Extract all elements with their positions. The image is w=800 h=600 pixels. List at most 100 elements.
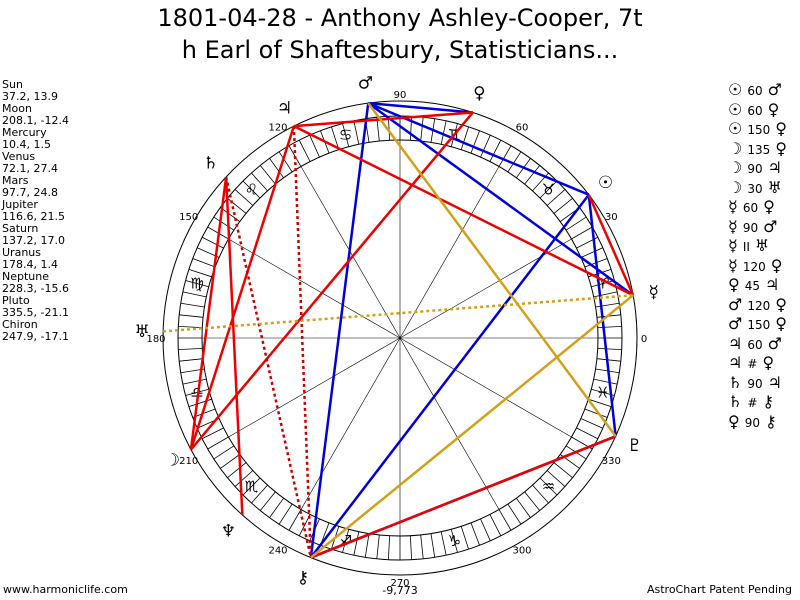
aspect-row: ♂ 120 ♀ xyxy=(728,295,792,315)
ring-tick xyxy=(251,484,268,504)
aspect-line xyxy=(310,294,634,559)
planet-name: Mars xyxy=(2,174,29,187)
ring-tick xyxy=(251,172,268,192)
planet-position: 72.1, 27.4 xyxy=(2,162,58,175)
ring-tick xyxy=(220,454,241,469)
planet-position: 10.4, 1.5 xyxy=(2,138,51,151)
ring-tick xyxy=(269,497,284,518)
planet-glyph: ♄ xyxy=(203,154,218,174)
ring-tick xyxy=(309,135,320,158)
aspect-type: 90 xyxy=(744,415,760,430)
aspect-glyph: ♂ xyxy=(767,333,782,353)
aspect-glyph: ♃ xyxy=(767,372,782,392)
aspect-line xyxy=(368,101,473,114)
aspect-glyph: ♀ xyxy=(775,294,787,314)
ring-tick xyxy=(580,418,603,429)
aspect-type: 120 xyxy=(742,259,766,274)
ring-tick xyxy=(524,165,541,185)
aspect-line xyxy=(309,193,590,559)
degree-label: 300 xyxy=(512,545,531,556)
planet-name: Venus xyxy=(2,150,36,163)
ring-tick xyxy=(498,509,512,531)
aspect-glyph: ♀ xyxy=(762,353,775,372)
ring-tick xyxy=(288,509,302,531)
aspect-row: ☉ 150 ♀ xyxy=(728,119,792,139)
planet-name: Chiron xyxy=(2,318,38,331)
ring-tick xyxy=(591,280,615,288)
aspect-line xyxy=(587,194,635,296)
ring-tick xyxy=(298,140,311,162)
degree-label: 210 xyxy=(179,456,198,467)
aspect-type: 60 xyxy=(747,103,763,118)
spoke xyxy=(228,337,401,438)
ring-tick xyxy=(342,529,350,553)
ring-tick xyxy=(507,151,522,173)
aspect-glyph: ♅ xyxy=(754,236,770,255)
spoke xyxy=(228,238,401,339)
ring-tick xyxy=(387,535,391,560)
planet-glyph: ♂ xyxy=(358,73,373,93)
aspect-glyph: ☿ xyxy=(728,255,738,275)
aspect-type: 150 xyxy=(747,123,771,137)
ring-tick xyxy=(576,427,598,440)
spoke xyxy=(300,337,401,510)
ring-tick xyxy=(409,535,413,560)
aspect-type: 135 xyxy=(747,142,771,157)
planet-position: 97.7, 24.8 xyxy=(2,186,58,199)
ring-tick xyxy=(516,497,531,518)
aspect-row: ♀ 45 ♃ xyxy=(728,275,792,295)
aspect-type: 60 xyxy=(747,337,763,352)
sign-glyph: ♌ xyxy=(245,181,258,199)
degree-label: 180 xyxy=(146,334,165,345)
ring-tick xyxy=(185,280,209,288)
sign-glyph: ♑ xyxy=(448,532,461,550)
aspect-type: 150 xyxy=(747,318,771,332)
title-line: h Earl of Shaftesbury, Statisticians... xyxy=(181,36,619,64)
ring-tick xyxy=(532,484,549,504)
aspect-row: ☽ 90 ♃ xyxy=(728,158,792,178)
aspect-line xyxy=(292,126,313,558)
ring-tick xyxy=(460,526,469,550)
planet-glyph: ♇ xyxy=(627,436,642,456)
ring-tick xyxy=(420,117,424,142)
planet-name: Uranus xyxy=(2,246,41,259)
aspect-glyph: ♂ xyxy=(763,216,778,236)
aspect-line xyxy=(224,176,244,516)
aspect-glyph: ☿ xyxy=(728,216,738,236)
planet-position: 247.9, -17.1 xyxy=(2,330,69,343)
aspect-glyph: ♀ xyxy=(767,99,780,119)
aspect-glyph: ♀ xyxy=(775,314,787,333)
planet-name: Sun xyxy=(2,78,23,91)
aspect-glyph: ♄ xyxy=(728,392,743,411)
spoke xyxy=(399,166,500,339)
aspect-row: ☿ II ♅ xyxy=(728,236,792,256)
aspect-glyph: ♂ xyxy=(728,314,743,333)
planet-glyph: ♃ xyxy=(277,98,292,118)
ring-tick xyxy=(227,462,247,479)
ring-tick xyxy=(430,533,436,558)
ring-tick xyxy=(470,522,480,546)
aspect-line xyxy=(189,176,228,450)
aspect-row: ☽ 135 ♀ xyxy=(728,139,792,159)
ring-tick xyxy=(353,531,360,556)
aspect-glyph: ⚷ xyxy=(765,411,777,431)
ring-tick xyxy=(182,378,207,385)
ring-tick xyxy=(269,158,284,179)
footer-left: www.harmoniclife.com xyxy=(3,583,128,596)
ring-tick xyxy=(202,236,224,249)
ring-tick xyxy=(440,531,447,556)
ring-tick xyxy=(588,398,612,407)
planet-name: Saturn xyxy=(2,222,39,235)
aspect-glyph: ♀ xyxy=(770,255,783,275)
ring-tick xyxy=(376,117,380,142)
ring-tick xyxy=(242,477,261,496)
planet-list: Sun 37.2, 13.9 Moon 208.1, -12.4 Mercury 10.4… xyxy=(2,79,69,343)
ring-tick xyxy=(524,491,541,511)
aspect-row: ♀ 90 ⚷ xyxy=(728,412,792,432)
aspect-row: ♃ 60 ♂ xyxy=(728,334,792,354)
aspect-type: # xyxy=(747,357,758,371)
ring-tick xyxy=(584,408,608,418)
ring-tick xyxy=(202,427,224,440)
degree-label: 150 xyxy=(179,212,198,223)
